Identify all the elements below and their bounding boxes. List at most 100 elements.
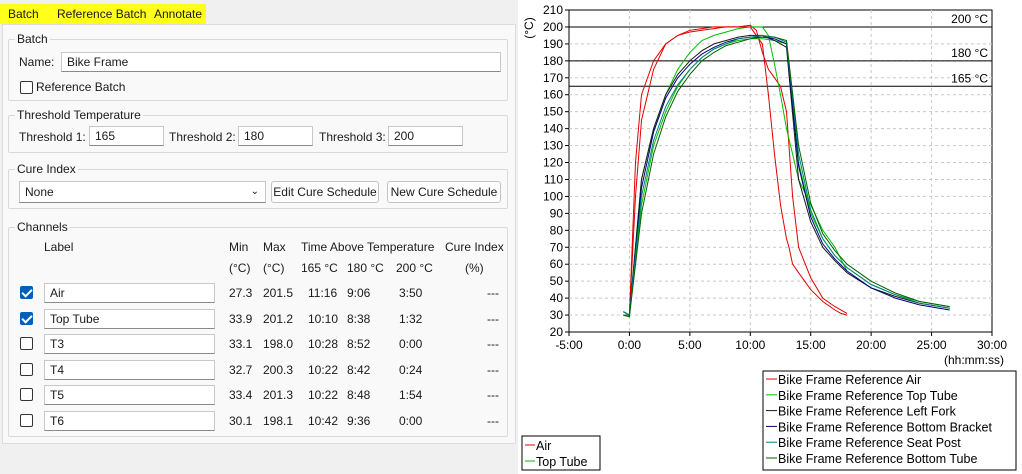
channel-t180-value: 8:52 (347, 337, 371, 351)
channel-checkbox[interactable] (20, 286, 33, 299)
new-cure-schedule-button[interactable]: New Cure Schedule (387, 181, 501, 203)
legend-box (762, 370, 1017, 471)
reference-batch-checkbox[interactable] (20, 81, 33, 94)
y-tick-label: 30 (550, 308, 564, 322)
tab-annotate[interactable]: Annotate (154, 7, 203, 21)
channel-min-value: 33.4 (229, 388, 253, 402)
col-cure-header: Cure Index (445, 240, 504, 254)
y-tick-label: 80 (550, 223, 564, 237)
threshold-1-field[interactable]: 165 (89, 126, 164, 146)
series-line (623, 36, 950, 316)
x-tick-label: 15:00 (796, 338, 826, 352)
y-tick-label: 70 (550, 240, 564, 254)
name-label: Name: (19, 55, 55, 69)
channel-t165-value: 11:16 (308, 286, 338, 300)
batch-group: Batch Name: Bike Frame Reference Batch (8, 32, 508, 101)
channel-t165-value: 10:22 (308, 362, 339, 377)
channel-cure-value: --- (487, 286, 499, 300)
y-tick-label: 200 (543, 20, 563, 34)
channel-t200-value: 1:54 (399, 388, 423, 402)
channel-t200-value: 1:32 (399, 311, 423, 326)
y-tick-label: 170 (543, 71, 563, 85)
x-tick-label: -5:00 (555, 338, 583, 352)
channel-cure-value: --- (487, 311, 499, 326)
threshold-label: 165 °C (951, 71, 988, 85)
channel-label-field[interactable]: T3 (44, 334, 215, 354)
channel-t200-value: 0:00 (399, 413, 423, 428)
threshold-2-label: Threshold 2: (169, 130, 236, 144)
channel-t165-value: 10:10 (308, 311, 339, 326)
channel-t165-value: 10:42 (308, 413, 339, 428)
channel-max-value: 198.1 (263, 413, 294, 428)
reference-batch-label: Reference Batch (36, 80, 126, 94)
channel-min-value: 27.3 (229, 286, 253, 300)
temperature-chart: -5:00 0:00 5:00 10:00 15:00 20:00 25:00 30:00 20… (519, 0, 1022, 474)
plot-area (568, 9, 993, 333)
y-tick-label: 140 (543, 122, 563, 136)
channel-label-field[interactable]: Top Tube (44, 308, 215, 329)
threshold-group-title: Threshold Temperature (15, 108, 143, 122)
y-tick-label: 180 (543, 54, 563, 68)
y-tick-label: 160 (543, 88, 563, 102)
x-tick-label: 5:00 (678, 338, 702, 352)
channels-group-title: Channels (15, 220, 70, 234)
channel-label-field[interactable]: Air (44, 283, 215, 303)
channel-label-field[interactable]: T5 (44, 385, 215, 405)
channel-t165-value: 10:28 (308, 337, 339, 351)
channel-max-value: 201.2 (263, 311, 294, 326)
legend-entry: Bike Frame Reference Bottom Bracket (778, 420, 992, 434)
cure-index-group-title: Cure Index (15, 162, 78, 176)
y-tick-label: 210 (543, 3, 563, 17)
tab-reference-batch[interactable]: Reference Batch (57, 7, 147, 21)
channel-max-value: 200.3 (263, 362, 294, 377)
channel-t200-value: 0:24 (399, 362, 423, 377)
y-tick-label: 130 (543, 139, 563, 153)
name-field[interactable]: Bike Frame (61, 52, 501, 72)
y-tick-label: 60 (550, 257, 564, 271)
channels-group: Channels Label Min Max Time Above Temper… (8, 220, 508, 437)
edit-cure-schedule-button[interactable]: Edit Cure Schedule (271, 181, 379, 203)
chevron-down-icon: ⌄ (250, 186, 259, 197)
x-tick-label: 20:00 (856, 338, 886, 352)
y-tick-label: 150 (543, 105, 563, 119)
channel-cure-value: --- (487, 413, 499, 428)
threshold-2-field[interactable]: 180 (238, 126, 313, 146)
channel-t180-value: 8:42 (347, 362, 371, 377)
tab-batch[interactable]: Batch (8, 7, 39, 21)
channel-t180-value: 8:48 (347, 388, 371, 402)
channel-legend-box (521, 435, 601, 471)
channel-label-field[interactable]: T6 (44, 410, 215, 431)
batch-group-title: Batch (15, 32, 50, 46)
channel-max-value: 201.3 (263, 388, 294, 402)
threshold-3-label: Threshold 3: (319, 130, 386, 144)
legend-entry: Top Tube (536, 455, 587, 469)
channel-min-value: 30.1 (229, 413, 253, 428)
threshold-3-field[interactable]: 200 (388, 126, 463, 146)
col-min-unit: (°C) (229, 261, 251, 275)
legend-entry: Bike Frame Reference Air (778, 373, 921, 387)
col-tat-header: Time Above Temperature (301, 240, 435, 254)
channel-t180-value: 8:38 (347, 311, 371, 326)
col-max-unit: (°C) (263, 261, 285, 275)
y-tick-label: 120 (543, 156, 563, 170)
channel-min-value: 33.9 (229, 311, 253, 326)
channel-checkbox[interactable] (20, 413, 33, 427)
channel-label-field[interactable]: T4 (44, 359, 215, 380)
channel-checkbox[interactable] (20, 311, 33, 325)
batch-panel: Batch Name: Bike Frame Reference Batch T… (2, 24, 516, 444)
channel-t180-value: 9:36 (347, 413, 371, 428)
channel-checkbox[interactable] (20, 388, 33, 401)
x-tick-label: 25:00 (917, 338, 947, 352)
x-tick-label: 30:00 (977, 338, 1007, 352)
chart-svg: -5:00 0:00 5:00 10:00 15:00 20:00 25:00 30:00 20… (521, 3, 1017, 471)
cure-index-select[interactable]: None ⌄ (19, 181, 266, 203)
series-line (623, 24, 848, 318)
channel-checkbox[interactable] (20, 337, 33, 350)
y-tick-label: 90 (550, 206, 564, 220)
x-tick-label: 10:00 (735, 338, 765, 352)
y-axis-label: (°C) (522, 17, 536, 38)
cure-index-group: Cure Index None ⌄ Edit Cure Schedule New… (8, 162, 508, 209)
channel-t200-value: 3:50 (399, 286, 423, 300)
channel-checkbox[interactable] (20, 362, 33, 376)
col-180-header: 180 °C (347, 261, 384, 275)
